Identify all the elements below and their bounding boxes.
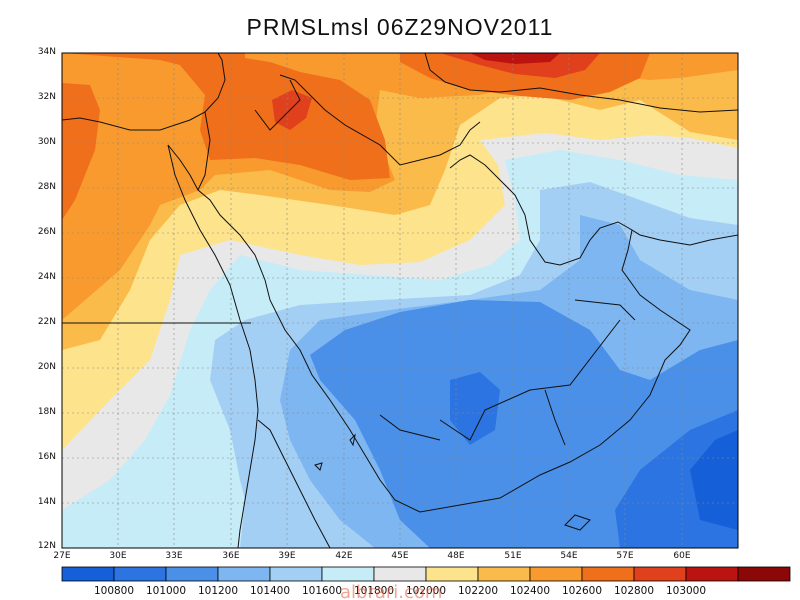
lat-label: 20N — [37, 362, 56, 372]
colorbar-swatch — [321, 566, 375, 582]
lat-label: 22N — [37, 317, 56, 327]
lon-label: 57E — [616, 551, 634, 561]
colorbar-swatch — [217, 566, 271, 582]
colorbar-label: 103000 — [665, 585, 707, 597]
lat-label: 34N — [37, 47, 56, 57]
colorbar-label: 101800 — [353, 585, 395, 597]
colorbar-swatch — [373, 566, 427, 582]
colorbar-label: 102200 — [457, 585, 499, 597]
lon-label: 27E — [53, 551, 71, 561]
colorbar-label: 101400 — [249, 585, 291, 597]
colorbar-label: 102800 — [613, 585, 655, 597]
colorbar-swatch — [529, 566, 583, 582]
colorbar-label: 102600 — [561, 585, 603, 597]
colorbar-swatch — [165, 566, 219, 582]
field-101000 — [450, 372, 500, 445]
lat-label: 18N — [37, 407, 56, 417]
field-103000-north — [440, 53, 600, 78]
lon-label: 30E — [109, 551, 127, 561]
colorbar — [61, 566, 791, 582]
lat-label: 26N — [37, 227, 56, 237]
map-title: PRMSLmsl 06Z29NOV2011 — [246, 14, 554, 40]
colorbar-label: 101000 — [145, 585, 187, 597]
field-103200 — [470, 53, 560, 64]
colorbar-label: 102000 — [405, 585, 447, 597]
colorbar-label: 101200 — [197, 585, 239, 597]
lat-label: 14N — [37, 497, 56, 507]
field-103000 — [272, 90, 312, 130]
lon-label: 51E — [504, 551, 522, 561]
coastlines — [62, 53, 738, 548]
field-101600-rs — [240, 490, 282, 548]
colorbar-swatch — [425, 566, 479, 582]
lat-label: 30N — [37, 137, 56, 147]
colorbar-swatch — [477, 566, 531, 582]
map-frame — [61, 52, 739, 549]
lon-label: 42E — [335, 551, 353, 561]
field-102800-west — [62, 83, 100, 220]
field-100800-se — [690, 430, 738, 530]
lat-label: 28N — [37, 182, 56, 192]
colorbar-label: 101600 — [301, 585, 343, 597]
colorbar-swatch — [269, 566, 323, 582]
colorbar-swatch — [685, 566, 739, 582]
colorbar-label: 102400 — [509, 585, 551, 597]
lon-label: 36E — [222, 551, 240, 561]
lon-label: 45E — [391, 551, 409, 561]
lat-label: 16N — [37, 452, 56, 462]
colorbar-swatch — [61, 566, 115, 582]
colorbar-swatch — [581, 566, 635, 582]
colorbar-swatch — [113, 566, 167, 582]
lon-label: 54E — [560, 551, 578, 561]
field-102800 — [62, 53, 390, 180]
lon-label: 33E — [165, 551, 183, 561]
colorbar-label: 100800 — [93, 585, 135, 597]
lon-label: 60E — [673, 551, 691, 561]
lat-label: 32N — [37, 92, 56, 102]
lon-label: 48E — [447, 551, 465, 561]
colorbar-swatch — [737, 566, 791, 582]
colorbar-swatch — [633, 566, 687, 582]
lat-label: 24N — [37, 272, 56, 282]
lat-label: 12N — [37, 541, 56, 551]
lon-label: 39E — [278, 551, 296, 561]
